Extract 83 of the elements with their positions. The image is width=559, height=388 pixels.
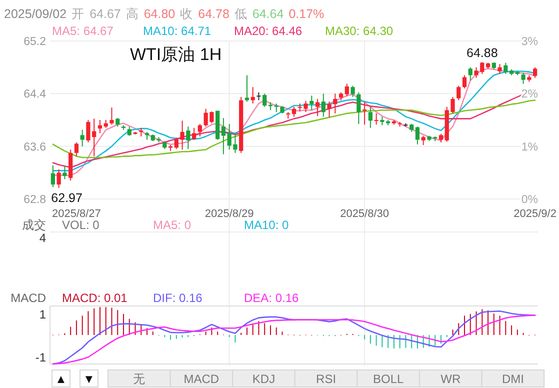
series-label: DIF: 0.16 xyxy=(153,291,203,305)
series-label: DEA: 0.16 xyxy=(244,291,300,305)
y2-tick-label: 2% xyxy=(521,88,538,101)
y-tick-label: 65.2 xyxy=(24,36,46,48)
text: 低 xyxy=(234,7,248,21)
x-tick-label: 2025/9/2 xyxy=(514,208,556,220)
text: 4 xyxy=(39,231,46,245)
candlestick xyxy=(374,112,378,126)
text: RSI xyxy=(316,372,336,386)
chart-title: WTI原油 1H xyxy=(130,45,222,64)
candlestick xyxy=(498,64,502,74)
candlestick xyxy=(250,86,255,104)
text: 64.64 xyxy=(252,7,284,21)
chart-title: MACD xyxy=(10,291,46,305)
text: WR xyxy=(440,372,461,386)
text: MA5: 0 xyxy=(153,218,192,232)
x-tick-label: 2025/8/30 xyxy=(340,208,390,220)
y-tick-label: 62.8 xyxy=(24,194,46,206)
y-tick-label: 63.6 xyxy=(24,141,46,154)
text: 64.67 xyxy=(90,7,121,21)
candlestick xyxy=(333,93,338,114)
y-tick-label: 1 xyxy=(39,308,46,322)
candlestick xyxy=(315,98,320,117)
x-tick-label: 2025/8/27 xyxy=(52,208,101,220)
text: MA30: 64.30 xyxy=(325,24,394,38)
annotation: 62.97 xyxy=(51,190,83,205)
candlestick xyxy=(62,166,67,180)
candlestick xyxy=(456,85,461,101)
x-tick-label: 2025/8/29 xyxy=(204,208,254,220)
text: MA10: 0 xyxy=(244,218,290,232)
text: 高 xyxy=(126,6,139,21)
text: VOL: 0 xyxy=(62,218,100,232)
y2-tick-label: 3% xyxy=(521,36,538,48)
candlestick xyxy=(192,127,196,140)
text: 64.80 xyxy=(144,7,176,21)
y-tick-label: -1 xyxy=(35,350,46,364)
text: KDJ xyxy=(252,372,276,386)
candlestick xyxy=(533,66,538,78)
text: BOLL xyxy=(373,372,404,386)
candlestick xyxy=(262,93,267,108)
candlestick xyxy=(462,74,467,89)
candlestick xyxy=(74,142,79,157)
candlestick xyxy=(56,168,61,188)
candlestick xyxy=(415,126,420,145)
candlestick xyxy=(80,129,84,147)
text: 收 xyxy=(180,7,194,21)
candlestick xyxy=(504,62,508,74)
text: ▲ xyxy=(55,372,67,386)
candlestick xyxy=(327,101,332,118)
text: 无 xyxy=(133,372,146,386)
text: MA5: 64.67 xyxy=(52,24,114,38)
candlestick xyxy=(50,164,55,188)
candlestick xyxy=(521,72,526,84)
candlestick xyxy=(186,126,190,150)
candlestick xyxy=(292,106,296,118)
candlestick xyxy=(244,74,250,102)
y2-tick-label: 1% xyxy=(521,141,538,154)
text: MACD xyxy=(184,372,220,386)
y2-tick-label: 0% xyxy=(521,194,538,206)
candlestick xyxy=(421,135,426,146)
candlestick xyxy=(110,106,114,126)
candlestick xyxy=(321,93,326,118)
text: 64.78 xyxy=(198,7,230,21)
candlestick xyxy=(350,85,355,98)
candlestick xyxy=(356,92,361,124)
text: 开 xyxy=(72,7,85,21)
series-label: MACD: 0.01 xyxy=(62,291,128,305)
text: MA10: 64.71 xyxy=(143,24,212,38)
candlestick xyxy=(468,66,472,81)
text: 2025/09/02 xyxy=(4,7,67,21)
text: ▼ xyxy=(83,372,95,386)
candlestick xyxy=(362,102,367,126)
candlestick xyxy=(221,118,226,155)
text: MA20: 64.46 xyxy=(234,24,302,38)
candlestick xyxy=(344,83,349,97)
candlestick xyxy=(368,106,372,128)
candlestick xyxy=(198,123,202,137)
annotation: 64.88 xyxy=(466,46,498,60)
text: DMI xyxy=(502,372,524,386)
text: 0.17% xyxy=(288,7,324,21)
text: 成交 xyxy=(22,218,46,232)
y-tick-label: 64.4 xyxy=(24,88,47,101)
candlestick xyxy=(127,126,132,136)
